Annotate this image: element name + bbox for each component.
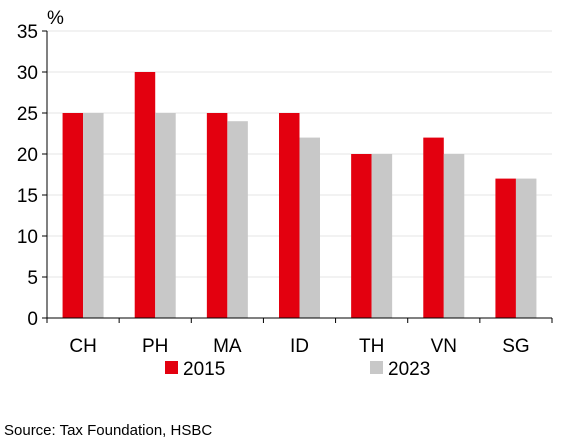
bar-sg-2015: [495, 178, 516, 318]
bar-vn-2023: [443, 154, 465, 318]
y-tick-label: 20: [17, 145, 38, 166]
bar-id-2015: [279, 113, 300, 318]
bar-ma-2015: [206, 113, 228, 318]
legend-label-2015: 2015: [183, 359, 225, 380]
y-tick-label: 0: [27, 309, 38, 330]
x-tick-label: ID: [290, 336, 309, 357]
bar-ph-2023: [155, 113, 176, 318]
y-tick-label: 25: [17, 104, 38, 125]
y-tick-label: 35: [17, 22, 38, 43]
x-tick-labels: CH PH MA ID TH VN SG: [69, 336, 529, 357]
x-tick-label: SG: [502, 336, 529, 357]
bar-ch-2015: [62, 113, 84, 318]
bar-ph-2015: [134, 72, 156, 318]
x-tick-label: VN: [431, 336, 457, 357]
y-axis-unit-label: %: [47, 8, 64, 29]
source-note: Source: Tax Foundation, HSBC: [4, 422, 213, 439]
bar-id-2023: [299, 137, 320, 318]
legend: 2015 2023: [165, 359, 430, 380]
y-tick-label: 30: [17, 63, 38, 84]
bar-sg-2023: [515, 178, 537, 318]
bar-ma-2023: [227, 121, 248, 318]
x-tick-label: PH: [142, 336, 168, 357]
legend-swatch-2015: [165, 361, 178, 374]
y-tick-label: 15: [17, 186, 38, 207]
x-tick-label: MA: [213, 336, 242, 357]
x-tick-label: TH: [359, 336, 384, 357]
bar-vn-2015: [423, 137, 444, 318]
bars: [62, 72, 537, 318]
axes: [42, 30, 553, 323]
legend-swatch-2023: [370, 361, 383, 374]
bar-ch-2023: [83, 113, 104, 318]
bar-th-2015: [351, 154, 372, 318]
bar-th-2023: [371, 154, 393, 318]
legend-label-2023: 2023: [388, 359, 430, 380]
y-tick-label: 10: [17, 227, 38, 248]
y-tick-label: 5: [27, 268, 38, 289]
x-tick-label: CH: [69, 336, 96, 357]
bar-chart: 0 5 10 15 20 25 30 35 CH PH MA ID TH VN SG % 2015 2023: [17, 8, 553, 380]
y-tick-labels: 0 5 10 15 20 25 30 35: [17, 22, 38, 330]
